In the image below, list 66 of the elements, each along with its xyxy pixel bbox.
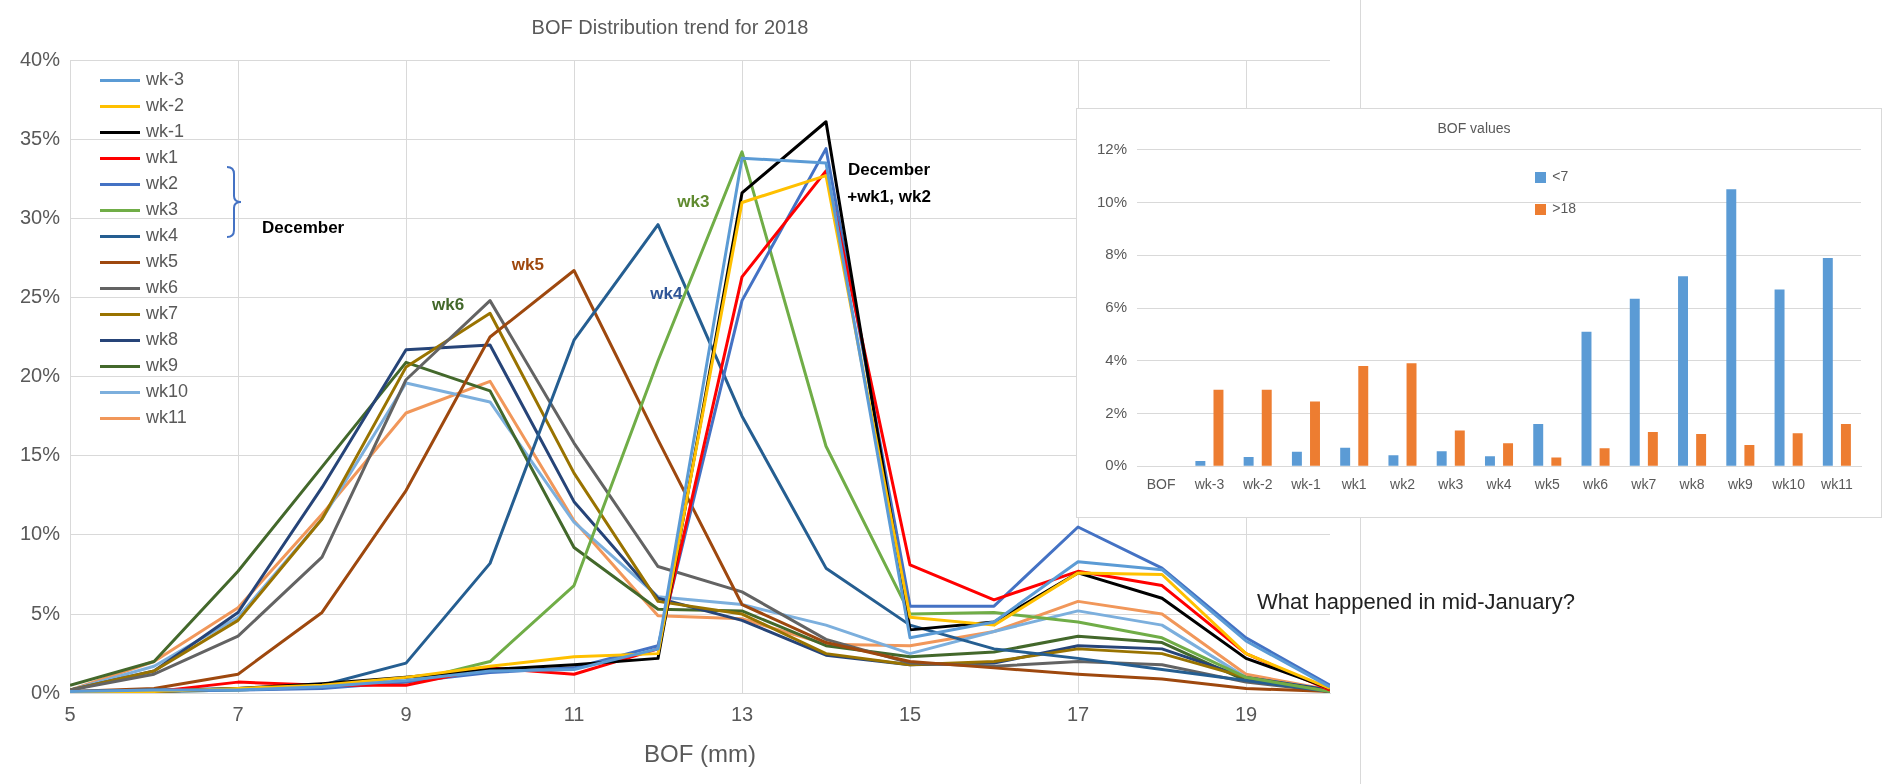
x-tick-label: wk5 <box>1533 476 1560 493</box>
chart-title: BOF Distribution trend for 2018 <box>531 15 809 38</box>
annotation: wk3 <box>676 192 710 212</box>
x-tick-label: BOF <box>1146 476 1176 493</box>
legend-label: wk11 <box>145 406 188 429</box>
chart-title: BOF values <box>1437 120 1511 137</box>
x-axis-title: BOF (mm) <box>644 740 757 768</box>
legend-label: wk6 <box>145 276 180 299</box>
annotation: December <box>262 218 345 238</box>
y-tick-label: 12% <box>1096 139 1128 157</box>
x-tick-label: wk-2 <box>1241 476 1273 493</box>
x-tick-label: wk9 <box>1726 476 1753 493</box>
annotation: What happened in mid-January? <box>1257 589 1575 615</box>
annotation: wk5 <box>510 255 544 275</box>
y-tick-label: 10% <box>20 522 61 545</box>
x-tick-label: wk8 <box>1678 476 1705 493</box>
x-tick-label: wk-3 <box>1193 476 1225 493</box>
legend-label: wk2 <box>145 172 180 195</box>
y-tick-label: 8% <box>1105 245 1128 263</box>
y-tick-label: 35% <box>20 126 61 149</box>
legend-label: wk5 <box>145 250 180 273</box>
legend-label: wk8 <box>145 328 180 351</box>
legend-label: >18 <box>1551 198 1576 218</box>
x-tick-label: 7 <box>232 702 244 725</box>
annotation: wk6 <box>430 295 465 315</box>
x-tick-label: 19 <box>1234 702 1258 725</box>
annotation: +wk1, wk2 <box>847 187 931 207</box>
y-tick-label: 6% <box>1105 298 1128 316</box>
x-tick-label: wk3 <box>1437 476 1464 493</box>
y-tick-label: 20% <box>20 364 61 387</box>
y-tick-label: 30% <box>20 205 61 228</box>
x-tick-label: 17 <box>1066 702 1090 725</box>
y-tick-label: 0% <box>1105 456 1128 474</box>
y-tick-label: 2% <box>1105 403 1128 421</box>
annotation: December <box>847 160 931 180</box>
legend-label: wk-3 <box>145 68 186 91</box>
x-tick-label: 5 <box>64 702 76 725</box>
x-tick-label: wk10 <box>1771 476 1806 493</box>
legend-label: wk10 <box>145 380 189 403</box>
y-tick-label: 25% <box>20 284 61 307</box>
legend-label: wk3 <box>145 198 180 221</box>
legend-label: wk7 <box>145 302 180 325</box>
x-tick-label: wk11 <box>1820 476 1853 493</box>
x-tick-label: wk7 <box>1630 476 1657 493</box>
y-tick-label: 5% <box>31 601 61 624</box>
x-tick-label: 15 <box>898 702 922 725</box>
y-tick-label: 15% <box>20 443 61 466</box>
legend-label: wk-2 <box>145 94 186 117</box>
x-tick-label: wk2 <box>1389 476 1416 493</box>
legend-label: wk9 <box>145 354 180 377</box>
annotation: wk4 <box>649 283 684 303</box>
legend-label: wk-1 <box>145 120 186 143</box>
x-tick-label: wk1 <box>1340 476 1367 493</box>
y-tick-label: 0% <box>31 680 61 703</box>
x-tick-label: 9 <box>400 702 412 725</box>
x-tick-label: 13 <box>730 702 754 725</box>
x-tick-label: 11 <box>563 702 585 725</box>
legend-label: wk1 <box>145 146 180 169</box>
legend-label: <7 <box>1551 166 1570 186</box>
legend-label: wk4 <box>145 224 180 247</box>
x-tick-label: wk6 <box>1582 476 1609 493</box>
y-tick-label: 4% <box>1105 350 1128 368</box>
y-tick-label: 10% <box>1096 192 1128 210</box>
y-tick-label: 40% <box>20 47 61 70</box>
x-tick-label: wk4 <box>1485 476 1512 493</box>
x-tick-label: wk-1 <box>1290 476 1321 493</box>
